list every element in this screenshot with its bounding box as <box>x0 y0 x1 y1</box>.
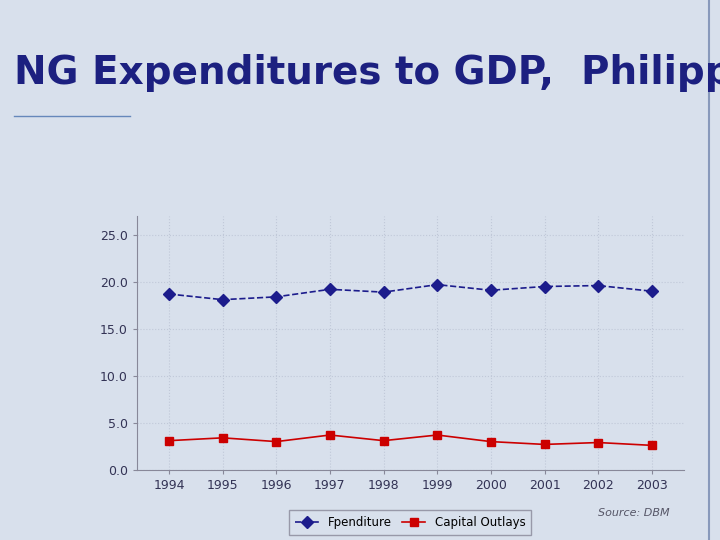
Text: NG Expenditures to GDP,  Philippines: NG Expenditures to GDP, Philippines <box>14 54 720 92</box>
Legend: Fpenditure, Capital Outlays: Fpenditure, Capital Outlays <box>289 510 531 535</box>
Text: Source: DBM: Source: DBM <box>598 508 670 518</box>
